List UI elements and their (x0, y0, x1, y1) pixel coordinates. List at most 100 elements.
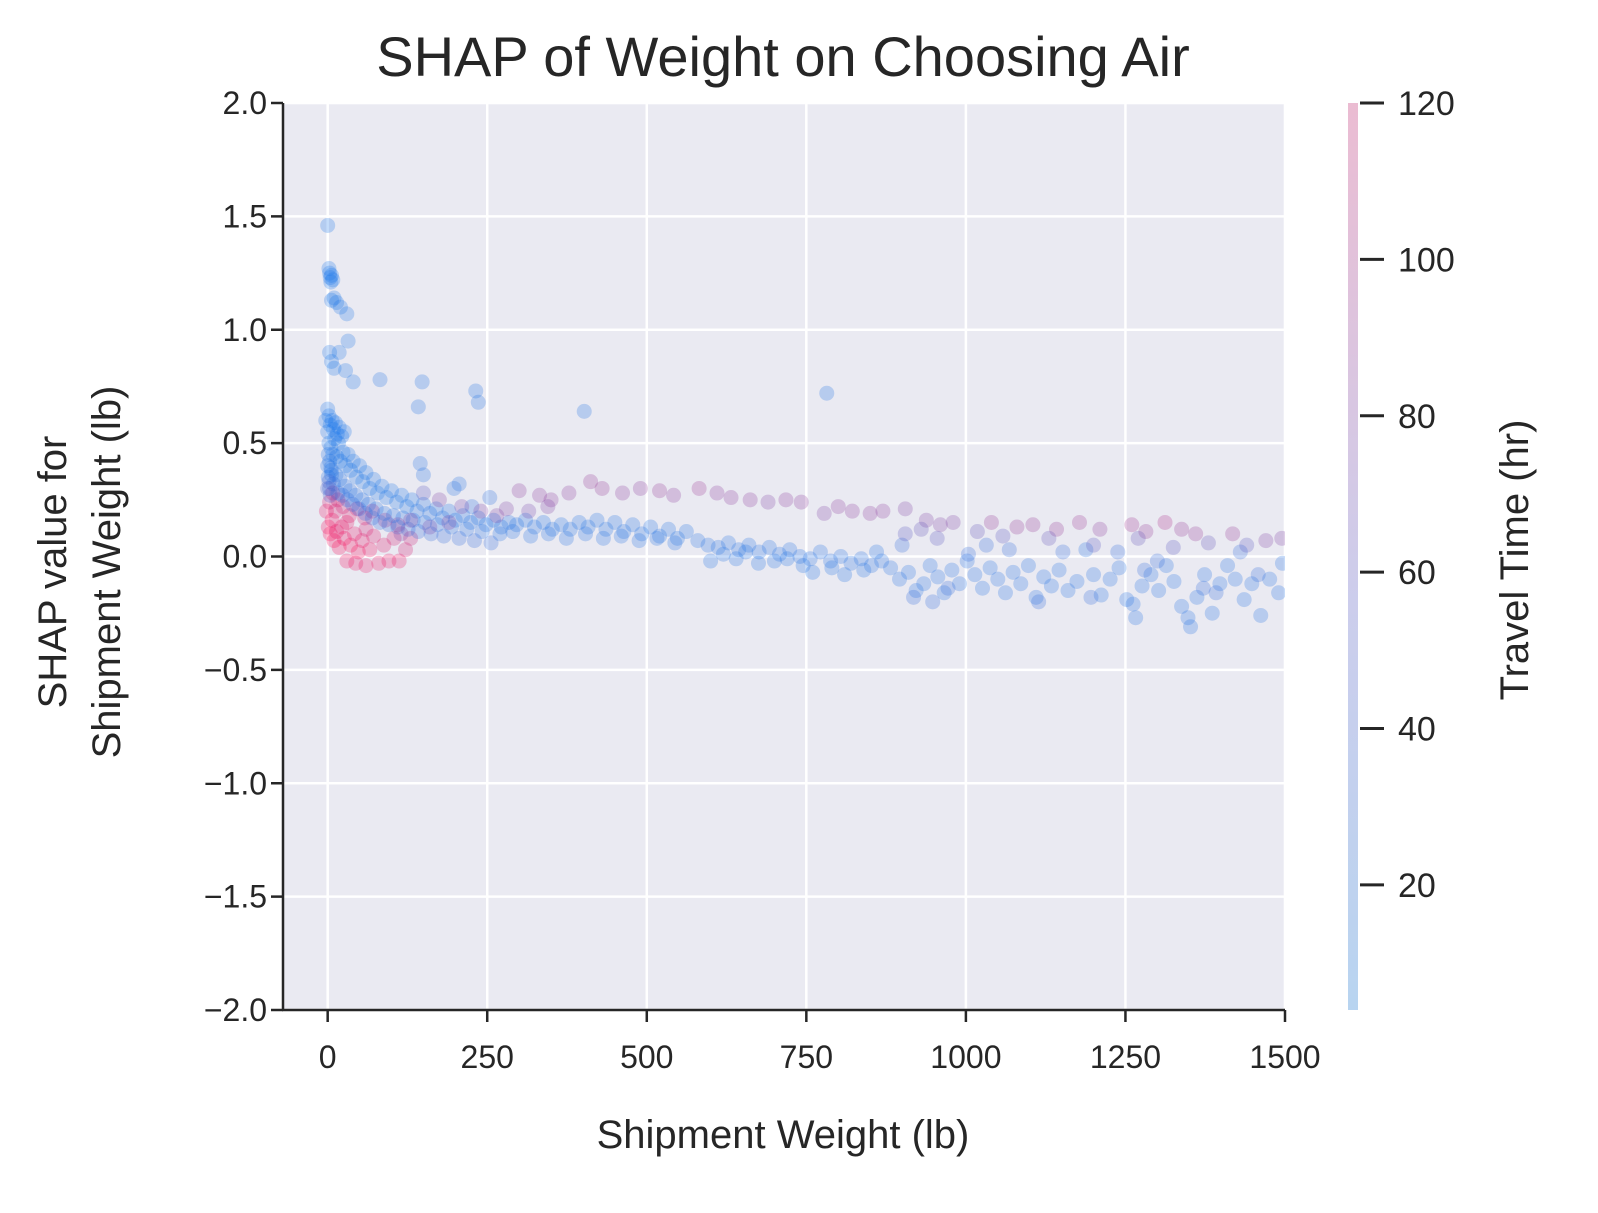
data-point (431, 492, 447, 508)
data-point (1041, 530, 1057, 546)
data-point (324, 353, 340, 369)
data-point (320, 217, 336, 233)
data-point (969, 524, 985, 540)
data-point (908, 583, 924, 599)
data-point (691, 480, 707, 496)
data-point (466, 533, 482, 549)
data-point (1158, 558, 1174, 574)
data-point (451, 476, 467, 492)
x-axis-ticks: 0 250 500 750 1000 1250 1500 (319, 1010, 1321, 1075)
data-point (325, 272, 341, 288)
data-point (339, 306, 355, 322)
data-point (1125, 596, 1141, 612)
data-point (325, 476, 341, 492)
data-point (778, 492, 794, 508)
data-point (856, 562, 872, 578)
data-point (1031, 594, 1047, 610)
data-point (331, 539, 347, 555)
data-point (940, 580, 956, 596)
data-point (335, 444, 351, 460)
data-point (518, 512, 534, 528)
data-point (324, 467, 340, 483)
data-point (1236, 592, 1252, 608)
y-tick-label: 1.5 (223, 198, 267, 234)
data-point (607, 514, 623, 530)
data-point (410, 399, 426, 415)
data-point (358, 558, 374, 574)
data-point (710, 539, 726, 555)
data-point (862, 505, 878, 521)
data-point (1128, 610, 1144, 626)
data-point (666, 487, 682, 503)
data-point (385, 508, 401, 524)
data-point (412, 456, 428, 472)
data-point (441, 514, 457, 530)
data-point (352, 458, 368, 474)
data-point (403, 512, 419, 528)
data-point (932, 517, 948, 533)
data-point (338, 458, 354, 474)
data-point (532, 487, 548, 503)
data-point (474, 524, 490, 540)
data-point (459, 521, 475, 537)
data-point (1043, 578, 1059, 594)
colorbar-tick-label: 60 (1398, 554, 1436, 592)
data-point (322, 265, 338, 281)
data-point (493, 519, 509, 535)
data-point (959, 553, 975, 569)
y-axis-label-line-2: Shipment Weight (lb) (85, 386, 129, 759)
data-point (1020, 558, 1036, 574)
data-point (929, 530, 945, 546)
data-point (678, 524, 694, 540)
data-point (523, 528, 539, 544)
data-point (355, 474, 371, 490)
data-point (327, 431, 343, 447)
data-point (824, 560, 840, 576)
data-point (390, 517, 406, 533)
data-point (343, 462, 359, 478)
data-point (470, 510, 486, 526)
data-point (982, 560, 998, 576)
data-point (369, 485, 385, 501)
data-point (766, 553, 782, 569)
data-point (521, 503, 537, 519)
data-point (358, 521, 374, 537)
data-point (580, 519, 596, 535)
data-point (1071, 514, 1087, 530)
x-tick-label: 1250 (1090, 1039, 1161, 1075)
data-point (1137, 562, 1153, 578)
data-point (690, 533, 706, 549)
data-point (1274, 555, 1285, 571)
data-point (892, 571, 908, 587)
data-point (540, 526, 556, 542)
data-point (492, 526, 508, 542)
data-point (329, 295, 345, 311)
data-point (340, 333, 356, 349)
x-tick-label: 1000 (930, 1039, 1001, 1075)
data-point (660, 521, 676, 537)
chart-title: SHAP of Weight on Choosing Air (376, 25, 1190, 88)
data-point (399, 499, 415, 515)
data-point (540, 499, 556, 515)
data-point (383, 483, 399, 499)
data-point (321, 435, 337, 451)
data-point (792, 549, 808, 564)
data-point (324, 292, 340, 308)
y-axis-ticks: 2.0 1.5 1.0 0.5 0.0 −0.5 −1.0 −1.5 −2.0 (204, 85, 283, 1028)
data-point (322, 270, 338, 286)
data-point (819, 385, 835, 401)
data-point (616, 524, 632, 540)
data-point (925, 594, 941, 610)
data-point (930, 569, 946, 585)
data-point (404, 492, 420, 508)
data-point (1157, 514, 1173, 530)
data-point (443, 519, 459, 535)
data-point (364, 503, 380, 519)
data-point (1244, 576, 1260, 592)
data-point (715, 546, 731, 562)
data-point (323, 440, 339, 456)
data-point (398, 542, 414, 558)
data-point (1086, 567, 1102, 583)
data-point (327, 503, 343, 519)
